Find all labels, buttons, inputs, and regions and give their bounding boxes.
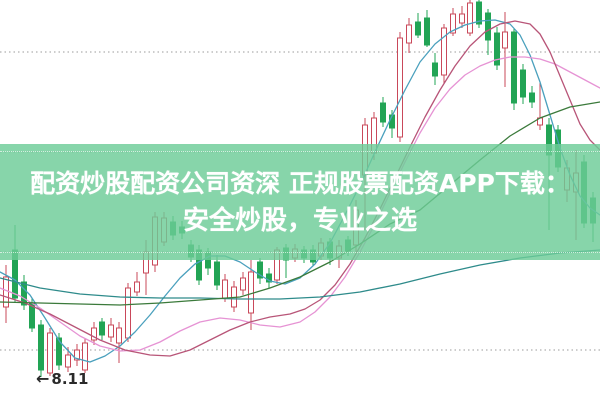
gridline-through-banner [0,252,600,253]
ma-teal-long [0,249,600,300]
low-price-annotation: ← 8.11 [36,369,88,388]
ma-pink [0,56,600,352]
ma-dark-green [0,101,600,306]
gridline-through-banner [0,151,600,152]
low-price-value: 8.11 [51,369,89,388]
banner-headline: 配资炒股配资公司资深 正规股票配资APP下载： [30,169,570,199]
arrow-left-icon: ← [36,369,50,388]
banner-subheadline: 安全炒股，专业之选 [182,206,417,237]
promo-banner-overlay: 配资炒股配资公司资深 正规股票配资APP下载： 安全炒股，专业之选 [0,144,600,260]
